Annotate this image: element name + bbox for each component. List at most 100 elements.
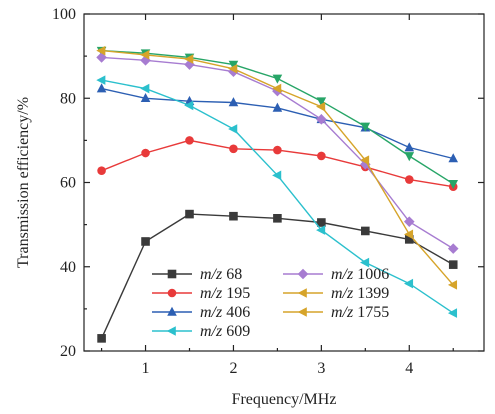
legend-marker (167, 269, 177, 279)
series-layer (96, 45, 459, 343)
data-point-68 (404, 235, 414, 244)
legend-label: m/z 195 (200, 285, 250, 302)
data-point-406 (96, 83, 107, 93)
data-point-609 (448, 179, 459, 190)
data-point-68 (229, 211, 238, 221)
data-point-406 (272, 102, 283, 112)
data-point-1755 (228, 124, 238, 134)
legend-prefix: m/z (200, 323, 223, 340)
legend-value: 1755 (353, 304, 389, 321)
x-tick-label: 2 (229, 360, 237, 377)
data-point-195 (317, 151, 326, 161)
legend-prefix: m/z (200, 285, 223, 302)
y-tick-label: 60 (60, 175, 76, 192)
data-point-1755 (272, 170, 282, 181)
data-point-195 (229, 144, 238, 154)
data-point-1006 (360, 159, 371, 170)
legend-item: m/z 1755 (283, 304, 389, 321)
data-point-195 (141, 148, 150, 158)
legend-label: m/z 406 (200, 304, 250, 321)
y-tick-label: 80 (60, 90, 76, 107)
legend-prefix: m/z (200, 304, 223, 321)
data-point-406 (448, 153, 459, 163)
series-line-1399 (101, 49, 454, 286)
series-609 (96, 46, 459, 190)
data-point-1006 (228, 66, 239, 78)
legend-value: 609 (222, 323, 250, 340)
data-point-609 (228, 60, 239, 70)
data-point-609 (272, 74, 283, 84)
legend-label: m/z 68 (200, 266, 242, 283)
legend-label: m/z 1755 (331, 304, 389, 321)
data-point-1399 (360, 155, 370, 165)
legend-marker (167, 306, 177, 316)
data-point-1006 (316, 114, 327, 125)
legend-prefix: m/z (331, 304, 354, 321)
series-1755 (96, 75, 458, 318)
data-point-195 (97, 166, 106, 176)
data-point-1006 (403, 216, 415, 227)
series-68 (97, 209, 458, 343)
data-point-1755 (96, 75, 106, 85)
legend-marker (166, 326, 176, 336)
legend-item: m/z 195 (152, 285, 250, 302)
data-point-195 (273, 145, 282, 155)
data-point-68 (141, 237, 150, 246)
data-point-1755 (447, 308, 458, 318)
data-point-1755 (184, 100, 194, 111)
legend-item: m/z 609 (152, 323, 250, 340)
legend-label: m/z 1006 (331, 266, 389, 283)
x-tick-label: 1 (142, 360, 150, 377)
series-line-1755 (101, 79, 454, 314)
legend-marker (167, 288, 177, 298)
series-195 (97, 136, 458, 192)
data-point-1755 (360, 257, 370, 268)
legend-prefix: m/z (200, 266, 223, 283)
data-point-195 (185, 136, 194, 145)
data-point-609 (316, 97, 327, 107)
legend-value: 1399 (353, 285, 389, 302)
legend-prefix: m/z (331, 266, 354, 283)
y-axis: 20 40 60 80 100 (52, 6, 484, 360)
y-tick-label: 20 (60, 343, 76, 360)
legend-label: m/z 1399 (331, 285, 389, 302)
data-point-609 (360, 122, 371, 132)
series-line-609 (101, 49, 454, 185)
data-point-1399 (228, 63, 238, 74)
y-axis-title: Transmission efficiency/% (15, 97, 32, 268)
legend-label: m/z 609 (200, 323, 250, 340)
data-point-68 (448, 260, 458, 269)
legend-value: 68 (222, 266, 242, 283)
legend-marker (297, 307, 307, 317)
data-point-1399 (140, 50, 150, 60)
x-axis-title: Frequency/MHz (232, 391, 337, 408)
data-point-1399 (447, 280, 458, 290)
data-point-609 (404, 152, 415, 162)
data-point-406 (404, 142, 415, 152)
data-point-406 (228, 97, 239, 107)
data-point-1399 (316, 101, 326, 112)
series-1399 (96, 45, 458, 290)
legend-marker (297, 288, 307, 298)
legend-value: 1006 (353, 266, 389, 283)
legend-value: 195 (222, 285, 250, 302)
legend-prefix: m/z (331, 285, 354, 302)
data-point-1006 (447, 243, 459, 254)
legend-item: m/z 1006 (283, 266, 389, 283)
data-point-1399 (96, 45, 106, 56)
x-tick-label: 4 (405, 360, 413, 377)
data-point-68 (273, 214, 282, 223)
data-point-1755 (403, 278, 414, 289)
legend-item: m/z 68 (152, 266, 242, 283)
y-tick-label: 40 (60, 259, 76, 276)
data-point-1755 (316, 225, 326, 235)
data-point-1399 (403, 229, 414, 240)
series-line-68 (100, 213, 454, 339)
legend-marker (297, 268, 309, 280)
data-point-406 (140, 92, 151, 103)
legend-value: 406 (222, 304, 250, 321)
y-tick-label: 100 (52, 6, 76, 23)
